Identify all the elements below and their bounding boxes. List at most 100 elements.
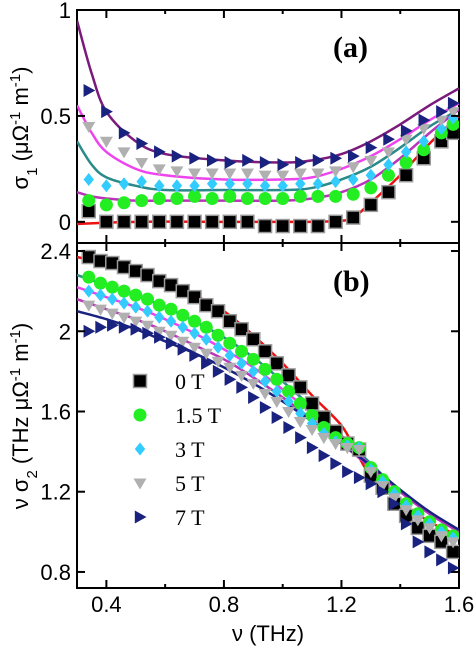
panel-b-point-3-28: [411, 515, 425, 527]
panel-b-point-3-0: [82, 300, 96, 312]
panel-a-point-2-15: [348, 172, 359, 186]
panel-a-point-2-4: [154, 179, 165, 193]
panel-a-ylabel-sup2: -1: [7, 74, 24, 87]
panel-b-x-tick-label: 1.2: [326, 592, 357, 617]
panel-a-point-2-5: [171, 179, 183, 193]
panel-a-point-0-11: [275, 218, 290, 234]
panel-a-point-1-11: [276, 192, 290, 206]
panel-b-point-4-22: [342, 465, 354, 479]
panel-b-point-3-31: [446, 537, 459, 549]
panel-a-point-1-18: [399, 156, 413, 170]
panel-a-point-0-2: [116, 214, 132, 230]
panel-a-point-2-8: [224, 177, 235, 191]
panel-b-point-1-6: [152, 298, 166, 312]
panel-a-point-0-16: [363, 197, 379, 213]
panel-a-point-3-19: [417, 124, 431, 136]
panel-b-point-4-13: [236, 380, 249, 394]
panel-b-point-1-4: [129, 288, 143, 302]
panel-b-point-2-5: [142, 304, 153, 318]
panel-a-point-4-20: [436, 105, 448, 119]
panel-a-ylabel-sym: σ: [8, 175, 33, 189]
panel-b-point-4-30: [436, 553, 448, 567]
panel-b-point-4-16: [271, 411, 284, 425]
panel-b-point-1-13: [235, 344, 249, 358]
panel-a-point-0-9: [240, 214, 255, 230]
panel-b-y-tick-label: 1.6: [40, 399, 71, 424]
panel-b-ylabel-unit1: (THz μΩ: [8, 381, 33, 470]
panel-a-point-1-13: [311, 189, 325, 203]
panel-a-point-2-3: [136, 175, 147, 189]
panel-b-point-3-1: [94, 304, 108, 316]
panel-b-point-2-1: [95, 288, 106, 302]
panel-b-data-points: [81, 249, 459, 575]
panel-a-point-4-15: [348, 149, 360, 163]
panel-b-point-3-18: [293, 416, 307, 429]
panel-b-y-axis-title: ν σ2 (THz μΩ-1 m-1): [7, 323, 41, 510]
panel-a-point-4-11: [277, 158, 290, 172]
panel-b-point-1-17: [282, 384, 296, 398]
panel-a-point-3-1: [99, 136, 113, 148]
panel-a-point-2-14: [330, 175, 341, 189]
panel-b-point-0-15: [257, 344, 273, 359]
panel-b-point-4-31: [447, 561, 459, 575]
panel-b-point-1-2: [105, 280, 119, 294]
panel-b-point-3-8: [176, 336, 190, 348]
panel-b-point-4-21: [330, 457, 343, 471]
panel-b-point-1-19: [305, 409, 319, 422]
panel-a-point-2-0: [83, 172, 94, 186]
panel-a-point-3-21: [446, 107, 459, 119]
panel-a-point-2-20: [436, 122, 447, 136]
panel-a-point-2-7: [206, 177, 218, 191]
panel-a-point-0-18: [398, 167, 414, 183]
panel-b-x-tick-label: 1.6: [444, 592, 474, 617]
panel-b-point-0-19: [304, 396, 320, 411]
panel-a-point-0-13: [310, 218, 326, 234]
panel-a-point-3-13: [311, 168, 325, 180]
legend-label-2: 3 T: [175, 437, 205, 462]
panel-a-fit-curve-4: [77, 20, 459, 164]
panel-b-point-2-6: [154, 310, 165, 324]
panel-a-point-4-4: [154, 145, 166, 159]
panel-b-point-0-9: [187, 289, 202, 305]
panel-a-ylabel-sup1: -1: [7, 112, 24, 125]
panel-a-point-1-6: [188, 189, 202, 203]
panel-b-point-3-30: [434, 531, 448, 543]
panel-b-point-2-3: [118, 296, 130, 310]
panel-a-point-4-16: [365, 141, 378, 155]
panel-b-point-2-8: [177, 320, 188, 334]
panel-a-point-2-18: [400, 145, 412, 159]
panel-b-point-4-4: [130, 322, 143, 336]
panel-a-point-2-13: [312, 177, 324, 191]
panel-a-point-3-8: [223, 168, 237, 180]
panel-b-point-3-4: [129, 316, 143, 328]
legend-marker-4: [134, 510, 147, 524]
panel-a-ylabel-unit1: (μΩ: [8, 125, 33, 168]
panel-b-point-4-7: [165, 336, 178, 350]
panel-b-y-tick-label: 0.8: [40, 560, 71, 585]
legend-label-1: 1.5 T: [175, 403, 222, 428]
panel-a-point-0-4: [152, 214, 167, 230]
panel-a-point-1-8: [223, 189, 237, 203]
panel-a-point-1-17: [381, 168, 395, 182]
panel-a-point-4-7: [206, 153, 219, 167]
panel-b-point-1-10: [199, 320, 213, 334]
legend-marker-1: [133, 408, 147, 422]
panel-b-point-2-4: [130, 300, 141, 314]
panel-a-point-2-10: [259, 179, 271, 193]
panel-a-point-1-15: [346, 187, 360, 201]
panel-b-point-1-12: [223, 336, 237, 350]
panel-b-ylabel-sym: ν σ: [8, 478, 33, 509]
panel-b-point-0-16: [269, 356, 285, 371]
panel-b-point-2-14: [248, 364, 259, 378]
panel-a-point-0-1: [99, 214, 114, 230]
panel-a-point-3-0: [82, 121, 96, 133]
panel-b-point-4-27: [400, 517, 413, 531]
panel-b-point-4-3: [118, 320, 131, 334]
panel-a-point-1-2: [117, 196, 131, 210]
panel-a-point-3-5: [170, 166, 184, 178]
panel-b-point-2-17: [283, 394, 294, 408]
panel-a-point-4-10: [259, 156, 272, 170]
panel-b-point-3-21: [329, 439, 343, 451]
panel-a-point-4-0: [83, 83, 96, 97]
